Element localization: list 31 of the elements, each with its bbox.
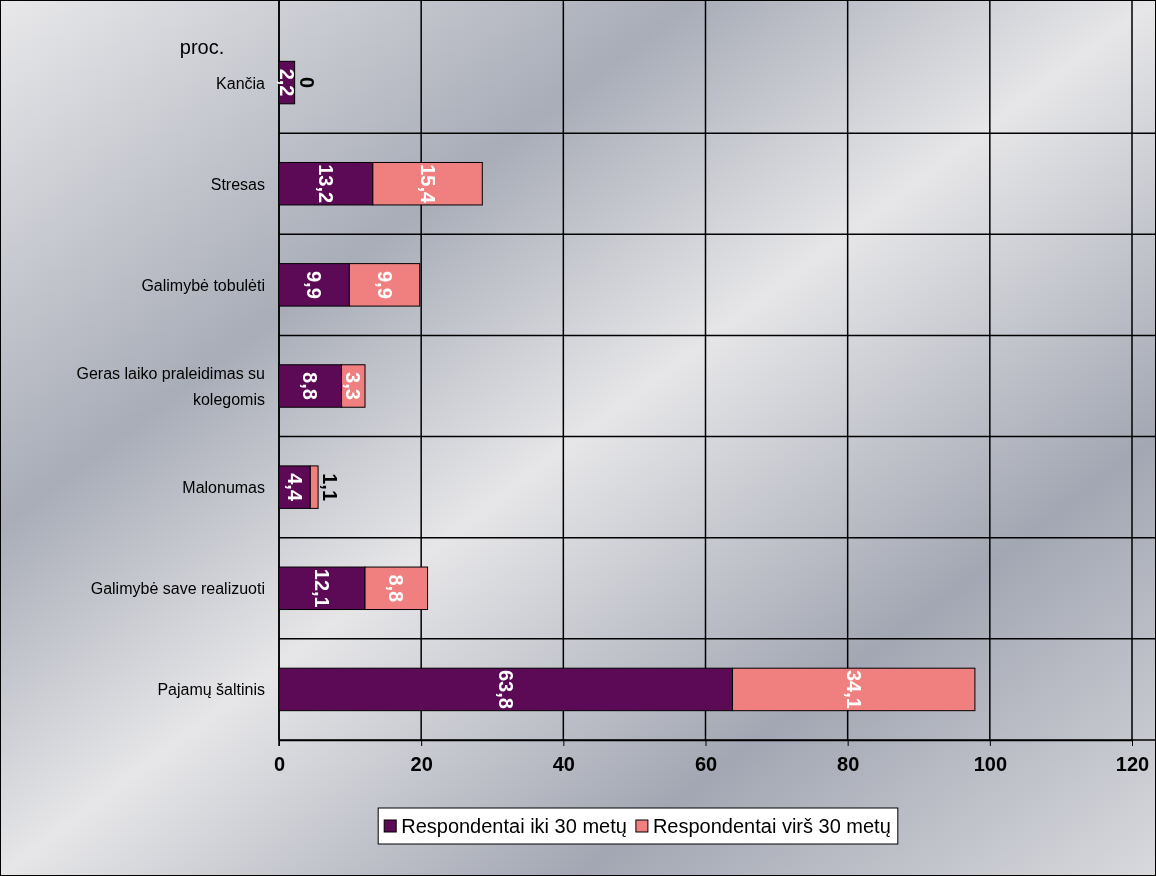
- legend-label: Respondentai virš 30 metų: [652, 815, 891, 837]
- x-tick-label: 40: [552, 753, 575, 775]
- x-tick-label: 80: [837, 753, 860, 775]
- y-tick-label: Malonumas: [182, 479, 265, 497]
- data-label: 8,8: [385, 574, 408, 603]
- data-label: 0: [295, 77, 318, 89]
- data-label: 63,8: [494, 669, 517, 709]
- y-tick-label: Kančia: [216, 74, 266, 92]
- y-tick-label: Geras laiko praleidimas su kolegomis: [76, 365, 265, 408]
- data-label: 15,4: [416, 164, 439, 205]
- x-tick-label: 0: [273, 753, 286, 775]
- legend-label: Respondentai iki 30 metų: [401, 815, 627, 837]
- x-tick-label: 20: [410, 753, 433, 775]
- data-label: 4,4: [283, 473, 306, 502]
- data-label: 34,1: [842, 669, 865, 709]
- x-axis-title: proc.: [179, 36, 225, 58]
- data-label: 8,8: [299, 372, 322, 400]
- data-label: 12,1: [311, 568, 334, 608]
- x-tick-label: 60: [694, 753, 718, 775]
- x-tick-label: 100: [973, 753, 1008, 775]
- data-label: 3,3: [342, 372, 365, 400]
- data-label: 9,9: [373, 270, 396, 299]
- data-label: 1,1: [319, 473, 342, 502]
- data-label: 13,2: [314, 164, 337, 204]
- y-tick-label: Galimybė save realizuoti: [90, 580, 265, 598]
- x-tick-label: 120: [1115, 753, 1150, 775]
- data-label: 2,2: [275, 68, 298, 97]
- y-tick-label: Pajamų šaltinis: [157, 681, 265, 699]
- data-label: 9,9: [303, 270, 326, 299]
- y-tick-label: Galimybė tobulėti: [141, 276, 265, 294]
- y-tick-label: Stresas: [210, 175, 265, 193]
